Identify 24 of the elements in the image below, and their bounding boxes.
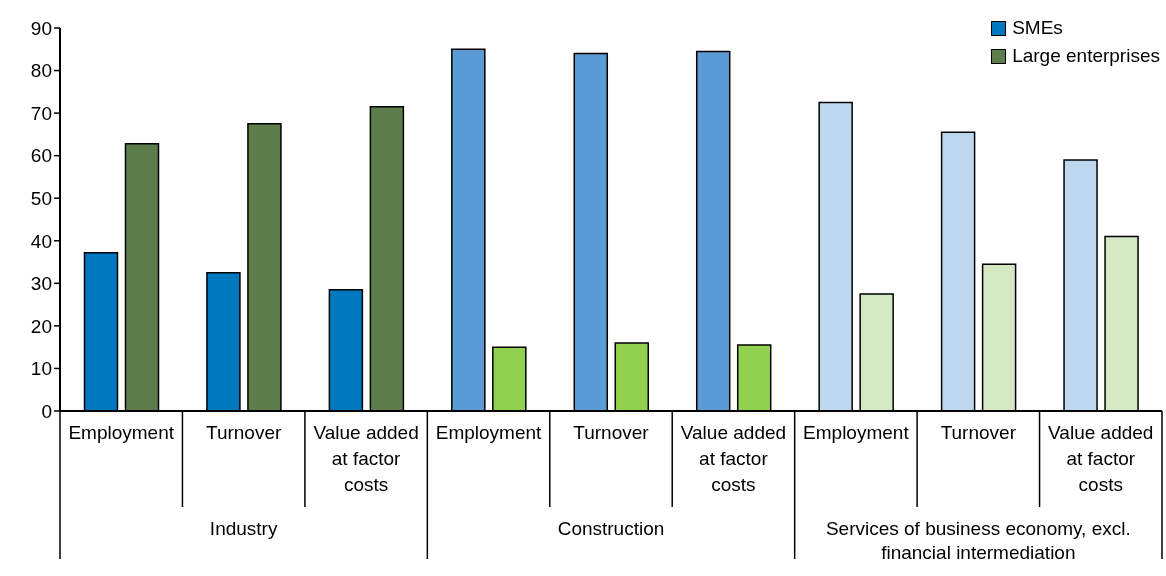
x-tick-label: Value added at factor costs [680, 422, 787, 495]
x-tick-label: Turnover [940, 422, 1017, 443]
x-tick-label: Turnover [573, 422, 650, 443]
y-tick-label: 30 [30, 273, 52, 295]
x-tick-label: Employment [803, 422, 910, 443]
legend-label: Large enterprises [1012, 44, 1160, 68]
y-tick-label: 20 [30, 315, 52, 337]
x-tick-label: Employment [435, 422, 543, 443]
y-tick-label: 60 [30, 145, 52, 167]
y-tick-label: 70 [30, 102, 52, 124]
y-tick-label: 40 [30, 230, 52, 252]
y-tick-label: 90 [30, 17, 52, 39]
y-tick-label: 50 [30, 187, 52, 209]
y-tick-label: 0 [41, 400, 52, 422]
x-tick-label: Employment [68, 422, 175, 443]
text: Industry [209, 518, 278, 539]
x-tick-label: Value added at factor costs [1048, 422, 1154, 495]
text: Services of business economy, excl. financial intermediation [825, 518, 1131, 563]
x-tick-label: Value added at factor costs [313, 422, 419, 495]
y-tick-label: 10 [30, 358, 52, 380]
x-tick-label: Turnover [206, 422, 282, 443]
text: Construction [557, 518, 665, 539]
legend-label: SMEs [1012, 16, 1063, 40]
y-tick-label: 80 [30, 60, 52, 82]
